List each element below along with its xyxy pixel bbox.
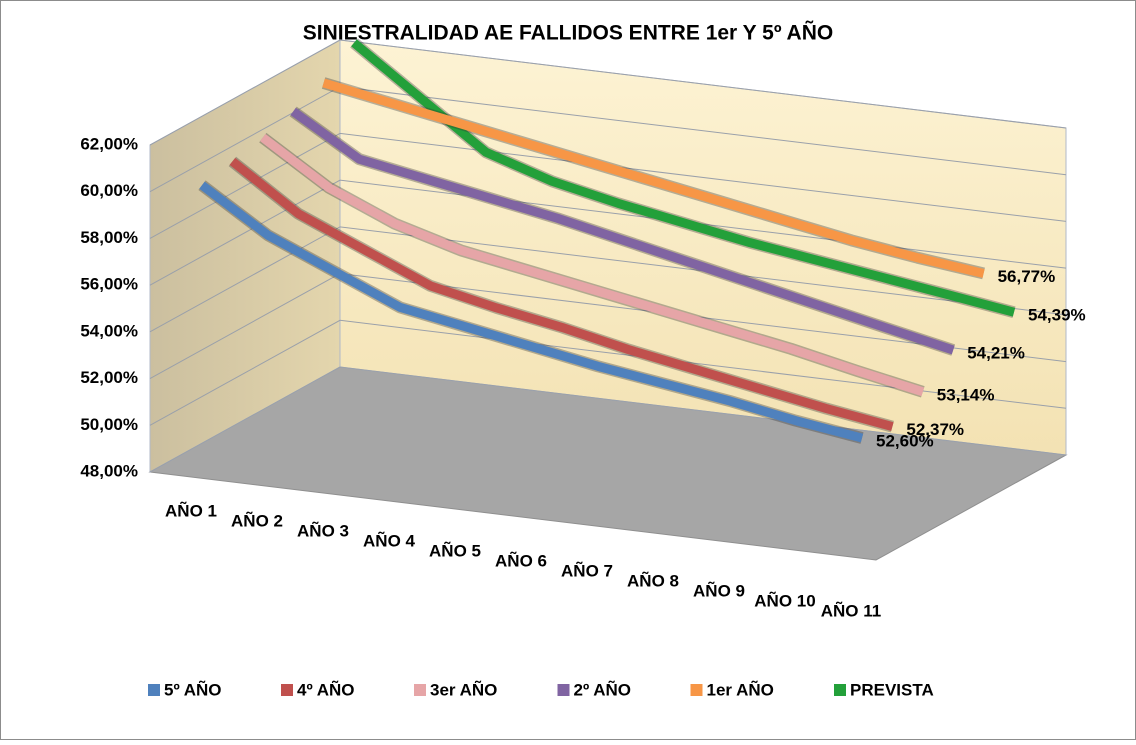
data-label: 56,77%: [998, 267, 1056, 286]
legend-swatch: [148, 684, 160, 696]
legend-swatch: [414, 684, 426, 696]
y-tick-label: 60,00%: [80, 181, 138, 200]
grid-line: [149, 132, 1067, 239]
data-label: 53,14%: [937, 385, 995, 404]
legend-swatch: [281, 684, 293, 696]
x-tick-label: AÑO 7: [561, 560, 613, 580]
chart-title: SINIESTRALIDAD AE FALLIDOS ENTRE 1er Y 5…: [303, 22, 833, 45]
series-line: [322, 78, 985, 278]
legend-label: 1er AÑO: [707, 679, 774, 699]
legend-label: 3er AÑO: [430, 679, 497, 699]
x-tick-label: AÑO 9: [693, 580, 745, 600]
series-line: [351, 39, 1016, 317]
x-tick-label: AÑO 10: [754, 590, 815, 610]
x-tick-label: AÑO 11: [821, 600, 881, 620]
x-tick-label: AÑO 6: [495, 550, 547, 570]
y-tick-label: 54,00%: [80, 321, 138, 340]
series-line: [260, 134, 925, 397]
y-tick-label: 50,00%: [80, 415, 138, 434]
series-line: [199, 181, 864, 443]
legend-swatch: [557, 684, 570, 696]
y-tick-label: 58,00%: [80, 228, 138, 247]
legend-label: PREVISTA: [850, 680, 934, 699]
legend: 5º AÑO 4º AÑO 3er AÑO 2º AÑO 1er AÑO PREVISTA: [148, 679, 934, 699]
grid-line: [149, 179, 1067, 286]
plot-area: 48,00% 50,00% 52,00% 54,00% 56,00% 58,00% 60,0…: [80, 38, 1086, 620]
data-label: 52,37%: [906, 420, 964, 439]
x-tick-label: AÑO 1: [165, 500, 217, 520]
x-tick-label: AÑO 2: [231, 510, 283, 530]
grid-line: [149, 319, 1067, 426]
x-tick-label: AÑO 3: [297, 520, 349, 540]
data-label: 54,39%: [1028, 306, 1086, 325]
y-tick-label: 48,00%: [80, 461, 138, 480]
series-line: [290, 107, 955, 355]
grid-line: [149, 226, 1067, 333]
x-tick-label: AÑO 4: [363, 530, 416, 550]
legend-label: 2º AÑO: [574, 679, 632, 699]
y-tick-label: 62,00%: [80, 134, 138, 153]
series-line: [229, 157, 894, 431]
legend-swatch: [690, 684, 703, 696]
x-tick-label: AÑO 5: [429, 540, 481, 560]
grid-line: [149, 39, 1067, 146]
legend-label: 5º AÑO: [164, 679, 222, 699]
y-tick-label: 52,00%: [80, 368, 138, 387]
y-tick-label: 56,00%: [80, 275, 138, 294]
legend-swatch: [834, 684, 846, 696]
x-tick-label: AÑO 8: [627, 570, 679, 590]
data-label: 54,21%: [967, 344, 1025, 363]
data-label: 52,60%: [876, 432, 934, 451]
legend-label: 4º AÑO: [297, 679, 355, 699]
